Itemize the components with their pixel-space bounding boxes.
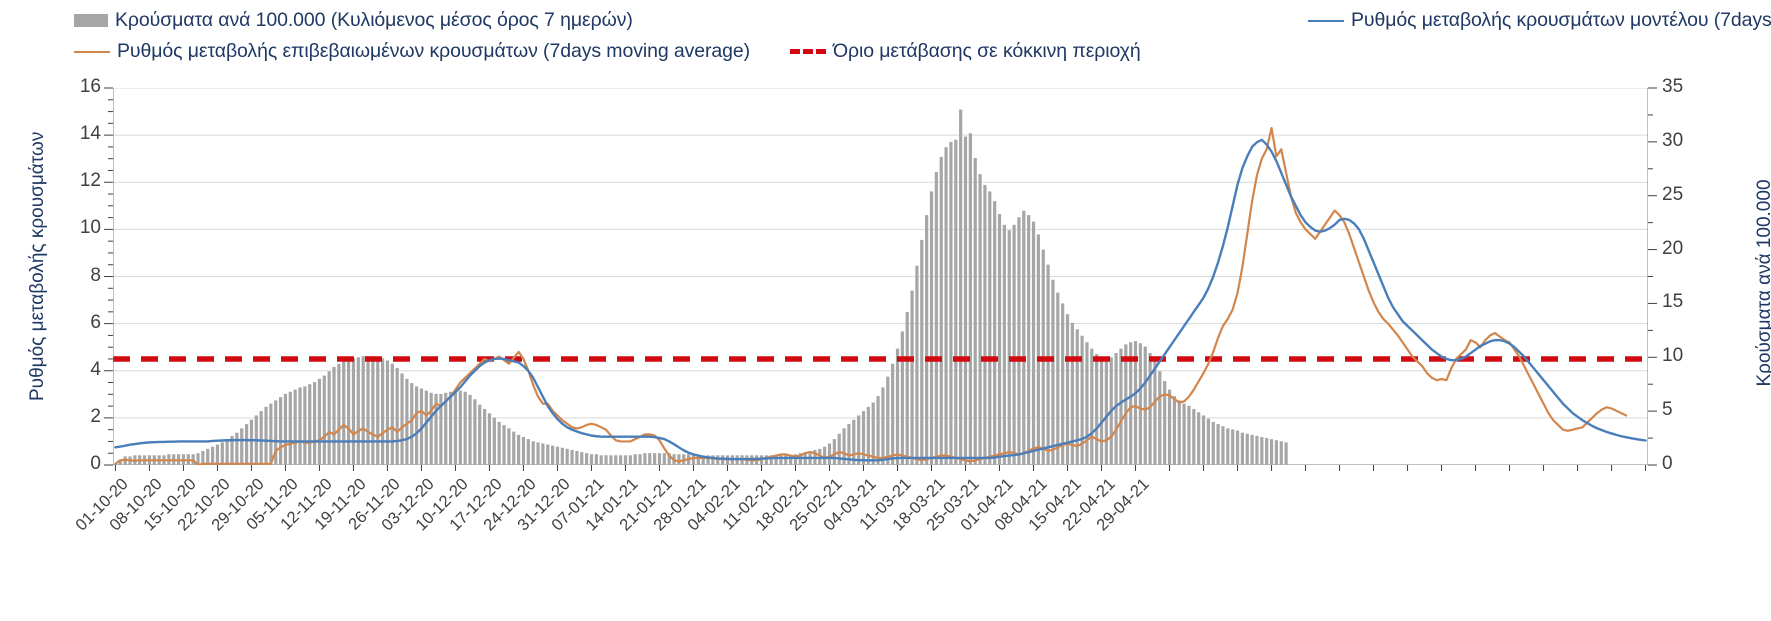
y-axis-right-tick: 25	[1662, 183, 1684, 205]
y-axis-left-tick: 8	[90, 264, 101, 286]
orange-line-swatch-icon	[74, 50, 110, 53]
red-dashed-swatch-icon	[790, 49, 826, 54]
y-axis-right-tick: 30	[1662, 129, 1684, 151]
plot-area	[113, 88, 1648, 465]
legend-label-bars: Κρούσματα ανά 100.000 (Κυλιόμενος μέσος …	[115, 9, 633, 31]
legend-label-threshold: Όριο μετάβασης σε κόκκινη περιοχή	[833, 40, 1141, 62]
y-axis-left-tick: 12	[79, 170, 101, 192]
legend-item-model[interactable]: Ρυθμός μεταβολής κρουσμάτων μοντέλου (7d…	[1308, 9, 1771, 32]
y-axis-left-tick: 4	[90, 358, 101, 380]
y-axis-right-tick: 15	[1662, 291, 1684, 313]
y-axis-right-tick: 0	[1662, 453, 1673, 474]
legend-item-threshold[interactable]: Όριο μετάβασης σε κόκκινη περιοχή	[790, 40, 1141, 63]
blue-line-swatch-icon	[1308, 19, 1344, 22]
chart-svg	[113, 88, 1648, 465]
legend-item-confirmed[interactable]: Ρυθμός μεταβολής επιβεβαιωμένων κρουσμάτ…	[74, 40, 750, 63]
y-axis-right-tick: 20	[1662, 237, 1684, 259]
bar-swatch-icon	[74, 14, 108, 27]
legend-label-model: Ρυθμός μεταβολής κρουσμάτων μοντέλου (7d…	[1351, 9, 1771, 31]
chart-legend: Κρούσματα ανά 100.000 (Κυλιόμενος μέσος …	[0, 0, 1771, 66]
y-axis-right-title: Κρούσματα ανά 100.000	[1754, 179, 1771, 387]
y-axis-left-title: Ρυθμός μεταβολής κρουσμάτων	[27, 131, 48, 401]
legend-label-confirmed: Ρυθμός μεταβολής επιβεβαιωμένων κρουσμάτ…	[117, 40, 751, 62]
y-axis-left-tick: 2	[90, 405, 101, 427]
y-axis-right-tick: 10	[1662, 345, 1684, 367]
y-axis-right-tick: 5	[1662, 399, 1673, 421]
y-axis-left-tick: 16	[79, 76, 101, 97]
y-axis-left-tick: 0	[90, 453, 101, 474]
y-axis-left-tick: 10	[79, 217, 101, 239]
y-axis-right-tick: 35	[1662, 76, 1684, 97]
y-axis-left-tick: 6	[90, 311, 101, 333]
legend-item-bars[interactable]: Κρούσματα ανά 100.000 (Κυλιόμενος μέσος …	[74, 9, 633, 32]
y-axis-left-tick: 14	[79, 123, 101, 145]
